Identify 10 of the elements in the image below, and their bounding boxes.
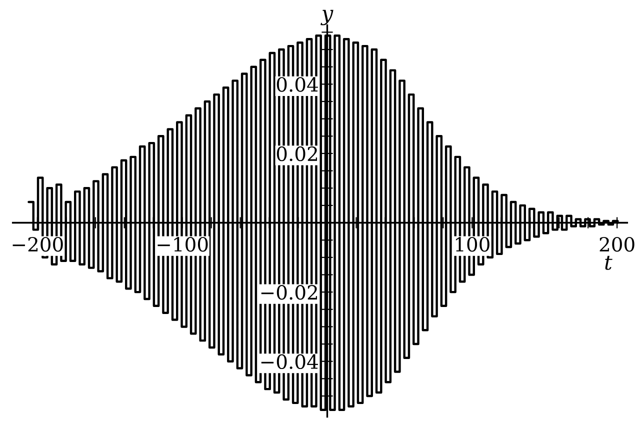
x-tick-label: 100 (456, 236, 490, 252)
x-tick-label: −100 (158, 236, 208, 252)
x-tick-label: 200 (600, 236, 634, 252)
x-axis-title: t (605, 255, 612, 270)
y-axis-title: y (320, 10, 334, 26)
y-tick-label: 0.04 (276, 77, 318, 92)
y-tick-label: −0.02 (261, 285, 318, 300)
x-tick-label: −200 (12, 236, 63, 252)
y-tick-label: 0.02 (276, 146, 318, 162)
y-tick-label: −0.04 (261, 354, 318, 370)
